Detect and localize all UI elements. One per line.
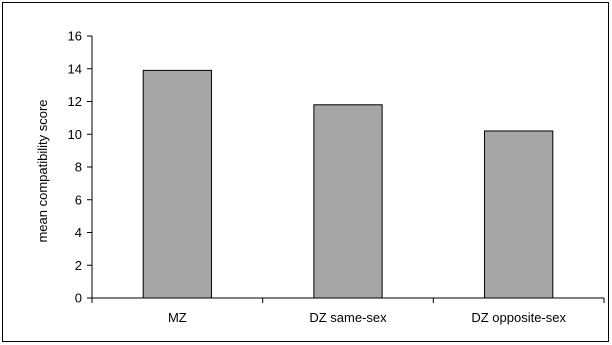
bar xyxy=(484,130,554,299)
bar-chart: mean compatibility score 0 2 4 6 8 10 12 14 16 MZ… xyxy=(35,29,605,325)
y-tick-label: 0 xyxy=(75,291,82,306)
y-tick-label: 2 xyxy=(75,258,82,273)
chart-frame: mean compatibility score 0 2 4 6 8 10 12 14 16 MZ… xyxy=(2,2,609,342)
bar xyxy=(313,104,383,299)
y-tick-label: 10 xyxy=(68,127,82,142)
bar xyxy=(142,69,212,299)
y-tick-label: 6 xyxy=(75,192,82,207)
y-tick-label: 8 xyxy=(75,160,82,175)
x-category-label: MZ xyxy=(168,310,187,325)
x-category-label: DZ same-sex xyxy=(309,310,387,325)
y-tick-label: 14 xyxy=(68,61,82,76)
x-category-label: DZ opposite-sex xyxy=(471,310,566,325)
y-tick-label: 12 xyxy=(68,94,82,109)
y-tick-label: 16 xyxy=(68,29,82,44)
plot-area: 0 2 4 6 8 10 12 14 16 MZ DZ same-sex DZ opposite-se… xyxy=(68,29,605,325)
y-axis-title: mean compatibility score xyxy=(35,99,50,242)
y-axis-title-group: mean compatibility score xyxy=(35,99,50,242)
y-tick-label: 4 xyxy=(75,225,82,240)
